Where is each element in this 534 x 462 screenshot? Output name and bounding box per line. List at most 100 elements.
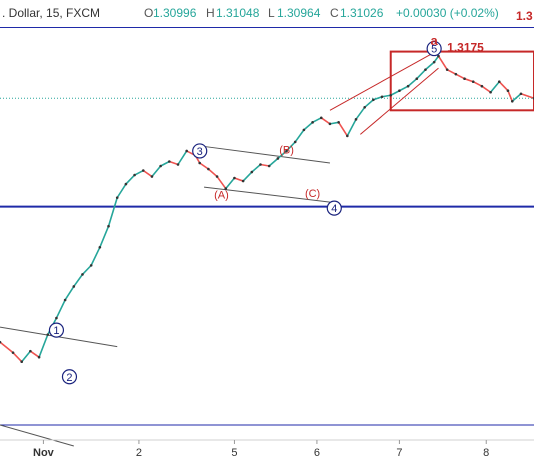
- price-point: [471, 80, 475, 84]
- price-point: [276, 157, 280, 160]
- close-label: C: [330, 6, 339, 20]
- wave-5-label: 5: [431, 44, 437, 56]
- price-segment: [285, 141, 297, 152]
- price-segment: [303, 121, 314, 131]
- price-point: [424, 68, 427, 71]
- price-point: [267, 164, 271, 168]
- price-point: [302, 128, 306, 132]
- price-point: [454, 72, 458, 76]
- low-value: 1.30964: [277, 6, 321, 20]
- change-value: +0.00030 (+0.02%): [396, 6, 499, 20]
- price-segment: [198, 162, 210, 170]
- price-segment: [320, 117, 331, 125]
- price-segment: [159, 160, 171, 167]
- price-segment: [398, 85, 409, 92]
- price-segment: [268, 157, 279, 167]
- wave-4-label: 4: [331, 203, 337, 215]
- price-point: [168, 160, 171, 163]
- price-point: [380, 95, 384, 99]
- trendline-1: [0, 424, 74, 447]
- price-point: [489, 90, 492, 94]
- price-point: [115, 196, 119, 199]
- price-point: [445, 68, 449, 71]
- price-segment: [216, 175, 227, 190]
- high-value: 1.31048: [216, 6, 260, 20]
- x-tick-label: 8: [483, 447, 489, 459]
- price-point: [389, 93, 393, 97]
- price-segment: [177, 150, 188, 166]
- price-point: [363, 105, 366, 109]
- price-segment: [311, 117, 323, 124]
- price-segment: [498, 80, 509, 92]
- price-segment: [12, 351, 23, 363]
- price-point: [285, 149, 288, 153]
- price-point: [198, 161, 202, 165]
- price-point: [241, 179, 245, 183]
- price-point: [215, 175, 219, 178]
- price-point: [406, 84, 410, 88]
- price-point: [55, 316, 58, 320]
- wave-4-marker: [326, 200, 342, 216]
- price-point: [37, 355, 41, 359]
- symbol-label: . Dollar, 15, FXCM: [2, 6, 100, 20]
- price-segment: [251, 163, 262, 173]
- price-segment: [424, 61, 435, 71]
- wave-labels: 1 2 3 (A) (B) (C) 4 5a 1.3175: [48, 33, 484, 385]
- x-tick-label: Nov: [33, 447, 55, 459]
- right-price-label: 1.3: [516, 9, 533, 23]
- price-segment: [0, 341, 14, 354]
- price-segment: [389, 89, 401, 97]
- close-value: 1.31026: [340, 6, 384, 20]
- price-point: [415, 77, 419, 80]
- x-tick-label: 7: [396, 447, 402, 459]
- price-point: [224, 187, 228, 190]
- price-segment: [446, 68, 457, 75]
- price-segment: [337, 121, 349, 137]
- price-point: [328, 122, 332, 126]
- price-segment: [116, 183, 127, 199]
- price-segment: [233, 177, 244, 182]
- price-segment: [407, 77, 418, 88]
- price-series: [0, 54, 534, 364]
- wave-3-label: 3: [197, 146, 203, 158]
- x-tick-label: 5: [231, 447, 237, 459]
- price-segment: [224, 177, 236, 190]
- corrective-label: (A): [214, 190, 229, 202]
- price-point: [480, 84, 484, 88]
- price-point: [185, 149, 188, 153]
- wave-a-label: a: [431, 33, 439, 48]
- price-point: [207, 167, 210, 171]
- wave-3-marker: [192, 143, 208, 159]
- high-label: H: [206, 6, 215, 20]
- x-tick-label: 2: [136, 447, 142, 459]
- price-point: [510, 99, 514, 103]
- price-point: [63, 298, 67, 302]
- resistance-box-0: [389, 50, 534, 112]
- price-segment: [415, 68, 427, 80]
- open-label: O: [144, 6, 153, 20]
- horizontal-levels: [0, 27, 534, 426]
- price-point: [89, 264, 93, 267]
- price-point: [311, 121, 314, 124]
- price-point: [259, 163, 262, 166]
- x-tick-label: 6: [314, 447, 320, 459]
- price-segment: [29, 350, 40, 359]
- price-segment: [107, 196, 119, 228]
- price-segment: [277, 150, 288, 160]
- price-point: [372, 98, 375, 102]
- price-segment: [520, 92, 534, 100]
- trendline-2: [203, 145, 331, 164]
- price-point: [346, 134, 349, 138]
- price-segment: [437, 55, 448, 71]
- price-point: [72, 285, 76, 288]
- price-segment: [259, 163, 270, 167]
- price-point: [519, 92, 523, 96]
- price-segment: [38, 333, 49, 359]
- price-segment: [363, 98, 375, 109]
- price-point: [506, 89, 510, 93]
- price-annotation: 1.3175: [447, 41, 484, 55]
- price-segment: [294, 129, 305, 143]
- price-segment: [64, 285, 75, 301]
- price-segment: [73, 273, 84, 288]
